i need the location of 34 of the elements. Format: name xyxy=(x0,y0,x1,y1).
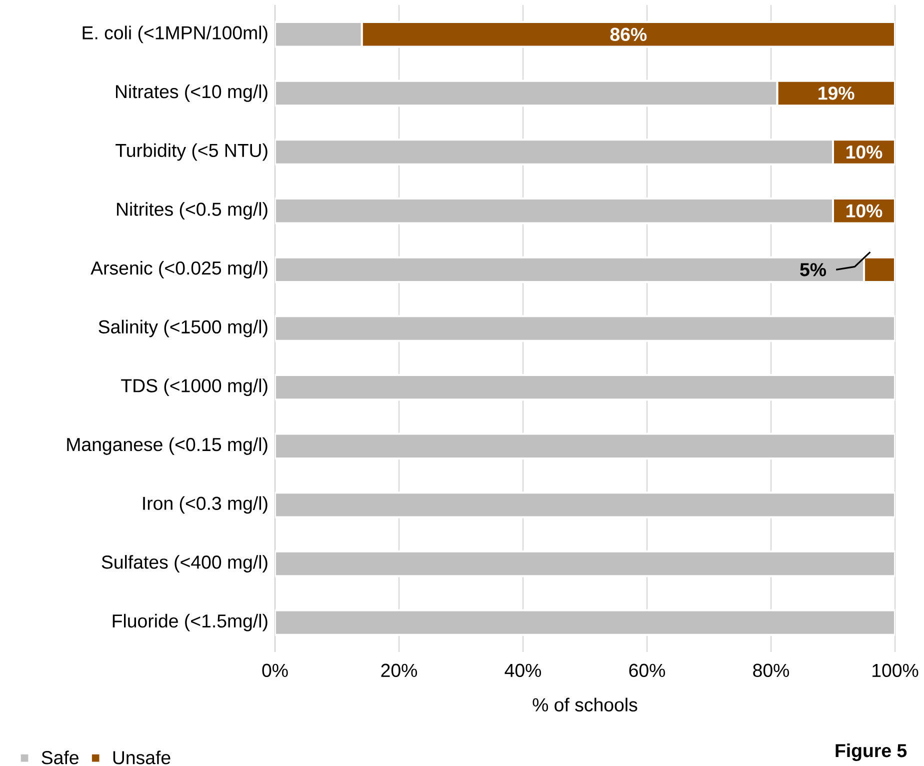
data-label: 10% xyxy=(846,145,882,159)
x-tick-label: 40% xyxy=(504,664,542,678)
bar xyxy=(275,80,778,107)
data-label: 86% xyxy=(610,28,647,42)
y-tick-label: Manganese (<0.15 mg/l) xyxy=(67,437,268,455)
data-label: 10% xyxy=(846,204,882,218)
y-tick-label: Sulfates (<400 mg/l) xyxy=(102,555,268,572)
bar xyxy=(275,492,896,518)
x-tick-label: 80% xyxy=(753,664,790,678)
caption: Figure 5 xyxy=(836,744,907,762)
x-axis-title: % of schools xyxy=(532,698,638,712)
y-tick-label: TDS (<1000 mg/l) xyxy=(121,378,268,396)
y-tick-label: Iron (<0.3 mg/l) xyxy=(143,496,268,514)
y-tick-label: Turbidity (<5 NTU) xyxy=(116,143,268,161)
bar xyxy=(275,550,896,578)
x-tick-label: 0% xyxy=(262,664,288,678)
legend-label: Safe xyxy=(42,750,78,764)
legend-label: Unsafe xyxy=(113,750,170,764)
y-tick-label: Arsenic (<0.025 mg/l) xyxy=(90,260,268,278)
bar xyxy=(360,21,896,48)
y-tick-label: E. coli (<1MPN/100ml) xyxy=(82,26,268,44)
y-tick-label: Nitrites (<0.5 mg/l) xyxy=(117,202,268,220)
data-label: 5% xyxy=(800,263,826,276)
y-tick-label: Fluoride (<1.5mg/l) xyxy=(112,614,268,632)
bar xyxy=(275,21,363,48)
bar xyxy=(275,315,896,342)
y-tick-label: Salinity (<1500 mg/l) xyxy=(98,320,268,338)
data-label: 19% xyxy=(818,86,854,100)
x-tick-label: 20% xyxy=(381,664,418,678)
bar xyxy=(275,609,896,636)
y-tick-label: Nitrates (<10 mg/l) xyxy=(116,84,268,102)
x-tick-label: 100% xyxy=(872,664,918,678)
bar xyxy=(275,432,896,460)
x-tick-label: 60% xyxy=(629,664,666,678)
